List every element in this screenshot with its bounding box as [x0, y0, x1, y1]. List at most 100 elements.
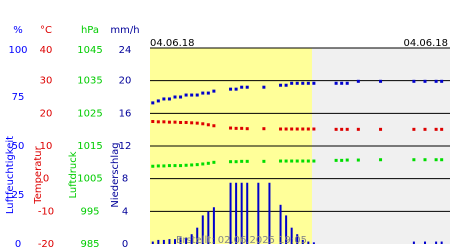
y-tick-label: 12: [119, 141, 132, 152]
bar: [435, 241, 438, 244]
bar: [174, 239, 176, 244]
y-tick-label: 50: [12, 141, 25, 152]
point: [412, 127, 416, 131]
point: [379, 127, 383, 131]
point: [167, 120, 171, 124]
point: [190, 93, 194, 97]
bar: [240, 182, 243, 244]
point: [340, 127, 344, 131]
bar: [268, 182, 271, 244]
axis-label: Luftfeuchtigkeit: [5, 136, 16, 214]
y-tick-label: 8: [122, 174, 128, 185]
y-tick-label: 1035: [77, 76, 102, 87]
point: [234, 126, 238, 130]
point: [179, 95, 183, 99]
point: [284, 159, 288, 163]
point: [440, 158, 444, 162]
point: [379, 79, 383, 83]
y-tick-label: 40: [40, 45, 53, 56]
point: [290, 81, 294, 85]
bar: [185, 237, 188, 244]
point: [240, 85, 244, 89]
point: [312, 81, 316, 85]
point: [179, 164, 183, 168]
y-tick-label: 75: [12, 92, 25, 103]
point: [340, 158, 344, 162]
point: [151, 164, 155, 168]
point: [201, 122, 205, 126]
point: [412, 79, 416, 83]
axis-unit: °C: [40, 25, 52, 36]
point: [162, 97, 166, 101]
point: [212, 160, 216, 164]
bar: [207, 211, 210, 244]
point: [284, 127, 288, 131]
bar: [196, 227, 199, 244]
point: [412, 158, 416, 162]
point: [212, 124, 216, 128]
bar: [246, 182, 249, 244]
point: [162, 120, 166, 124]
point: [151, 120, 155, 123]
point: [206, 123, 210, 127]
y-tick-label: 1015: [77, 141, 102, 152]
point: [229, 160, 233, 164]
point: [356, 79, 360, 83]
point: [279, 127, 283, 131]
point: [290, 127, 294, 131]
point: [240, 159, 244, 163]
point: [301, 159, 305, 163]
point: [201, 91, 205, 95]
date-right: 04.06.18: [403, 38, 448, 49]
y-tick-label: 0: [15, 239, 21, 250]
footer: Erstellt: 02.06.2025 19:05: [176, 235, 307, 246]
bar: [307, 241, 310, 244]
point: [173, 95, 177, 99]
bar: [257, 182, 260, 244]
point: [179, 120, 183, 124]
point: [334, 127, 338, 131]
point: [234, 160, 238, 164]
point: [334, 81, 338, 85]
point: [156, 164, 160, 168]
point: [423, 127, 427, 131]
bar: [212, 207, 215, 244]
date-left: 04.06.18: [150, 38, 195, 49]
point: [195, 163, 199, 167]
bar: [235, 182, 238, 244]
point: [306, 127, 310, 131]
point: [312, 127, 316, 131]
bar: [151, 241, 154, 244]
bar: [424, 241, 426, 244]
y-tick-label: 4: [122, 206, 128, 217]
bar: [179, 237, 182, 244]
point: [345, 127, 349, 131]
y-tick-label: -10: [38, 206, 54, 217]
bar: [301, 239, 304, 244]
axis-unit: %: [13, 25, 23, 36]
bar: [312, 242, 315, 244]
y-tick-label: 25: [12, 190, 25, 201]
axis-label: Temperatur: [33, 145, 44, 204]
bar: [285, 215, 288, 244]
bar: [162, 239, 165, 244]
point: [151, 101, 155, 105]
y-tick-label: 995: [80, 206, 99, 217]
point: [167, 97, 171, 101]
bar: [412, 241, 415, 244]
point: [201, 162, 205, 166]
y-tick-label: 1045: [77, 45, 102, 56]
y-tick-label: 1025: [77, 108, 102, 119]
point: [379, 158, 383, 162]
y-tick-label: 0: [122, 239, 128, 250]
point: [190, 121, 194, 125]
point: [234, 87, 238, 91]
point: [229, 126, 233, 130]
bar: [279, 204, 282, 244]
point: [279, 83, 283, 87]
y-tick-label: 30: [40, 76, 53, 87]
point: [301, 127, 305, 131]
point: [345, 158, 349, 162]
point: [345, 81, 349, 85]
